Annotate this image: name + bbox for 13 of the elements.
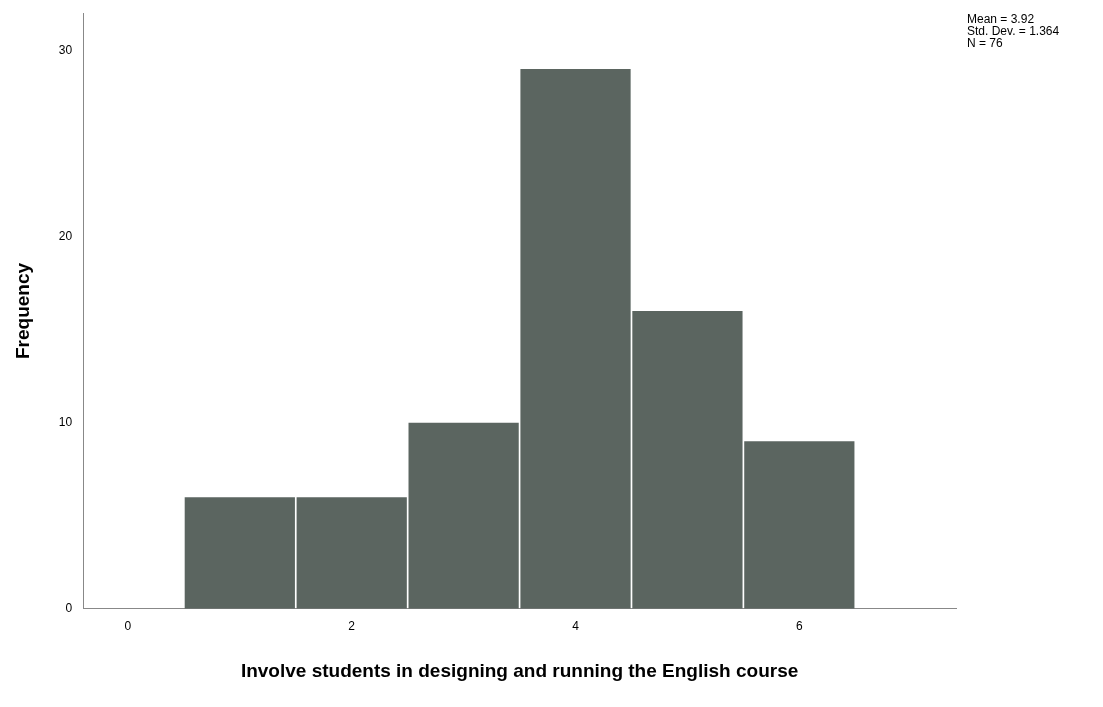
y-tick-label: 30: [58, 42, 73, 57]
y-axis-title: Frequency: [11, 262, 33, 360]
y-tick-label: 0: [65, 601, 73, 616]
y-tick-label: 20: [58, 228, 73, 243]
x-tick-label: 4: [572, 619, 580, 634]
text: Mean = 3.92: [967, 12, 1035, 27]
x-tick-label: 0: [124, 619, 132, 634]
text: N = 76: [967, 36, 1004, 51]
x-axis-title: Involve students in designing and running the English course: [240, 659, 799, 681]
x-tick-label: 6: [795, 619, 803, 634]
y-tick-label: 10: [58, 414, 73, 429]
x-tick-label: 2: [348, 619, 356, 634]
text: Std. Dev. = 1.364: [967, 24, 1060, 39]
